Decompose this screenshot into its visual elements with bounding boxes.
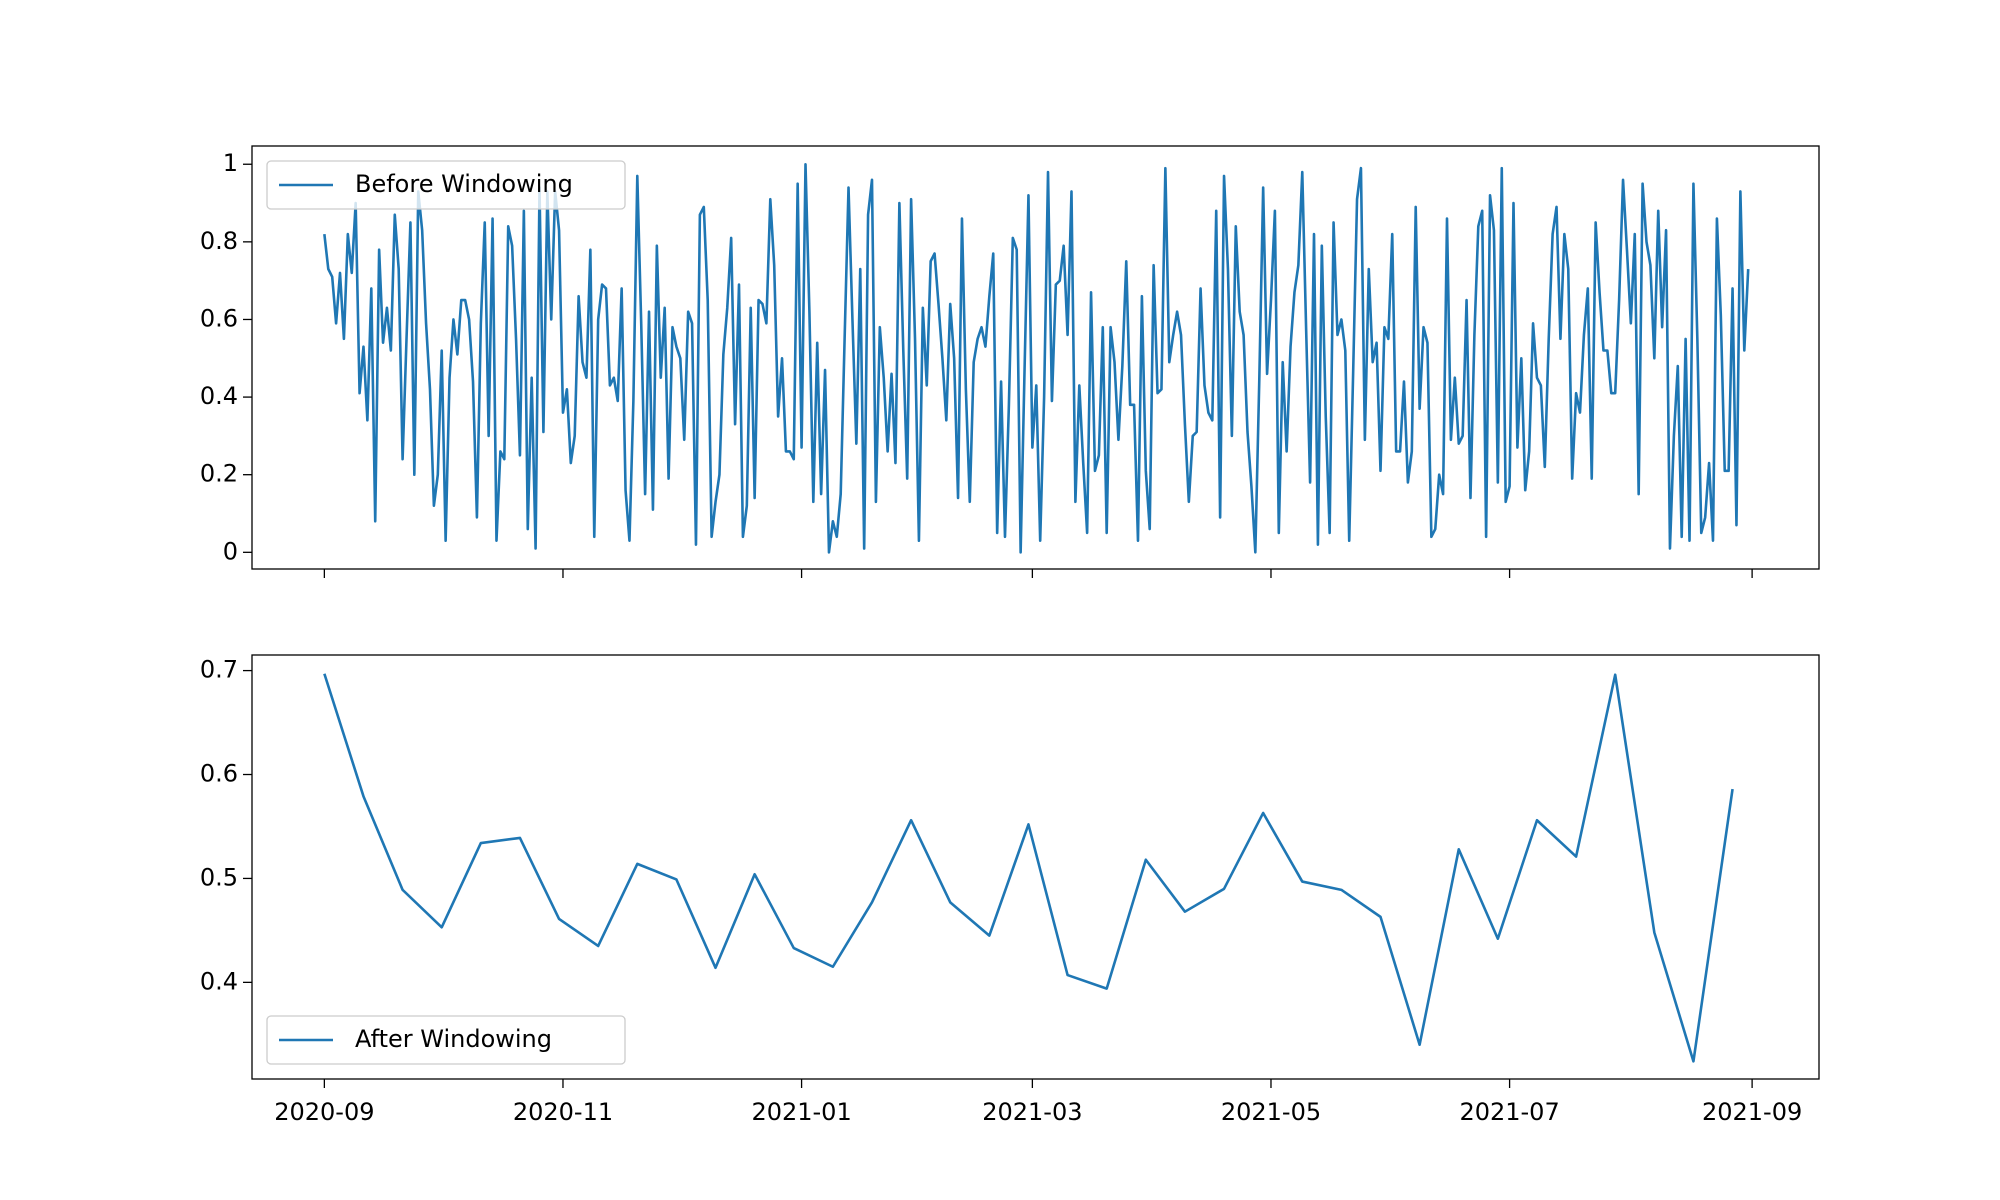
y-tick-label: 0.4 [200, 967, 238, 995]
legend-label: After Windowing [355, 1025, 552, 1053]
series-line [323, 673, 1734, 1063]
legend: Before Windowing [266, 160, 626, 210]
y-tick-label: 0 [223, 537, 238, 565]
x-tick-label: 2021-05 [1221, 1098, 1321, 1126]
x-tick-label: 2021-01 [751, 1098, 851, 1126]
subplot: 0.4 0.5 0.6 0.7 2020-09 2020-11 2021-01 2021-03… [200, 654, 1820, 1126]
legend: After Windowing [266, 1015, 626, 1065]
x-tick-label: 2020-11 [513, 1098, 613, 1126]
x-tick-label: 2021-03 [982, 1098, 1082, 1126]
y-tick-label: 0.8 [200, 227, 238, 255]
x-tick-label: 2020-09 [274, 1098, 374, 1126]
subplot: 0 0.2 0.4 0.6 0.8 1 Before Windowing [200, 145, 1820, 578]
axes-frame [251, 654, 1820, 1080]
y-tick-label: 0.6 [200, 760, 238, 788]
y-tick-label: 1 [223, 149, 238, 177]
x-tick-label: 2021-09 [1702, 1098, 1802, 1126]
legend-box [266, 1015, 626, 1065]
y-tick-label: 0.7 [200, 656, 238, 684]
series-line [323, 162, 1750, 554]
y-tick-label: 0.5 [200, 863, 238, 891]
legend-label: Before Windowing [355, 170, 573, 198]
y-tick-label: 0.6 [200, 304, 238, 332]
x-tick-label: 2021-07 [1459, 1098, 1559, 1126]
axes-frame [251, 145, 1820, 570]
y-tick-label: 0.2 [200, 460, 238, 488]
y-tick-label: 0.4 [200, 382, 238, 410]
legend-box [266, 160, 626, 210]
